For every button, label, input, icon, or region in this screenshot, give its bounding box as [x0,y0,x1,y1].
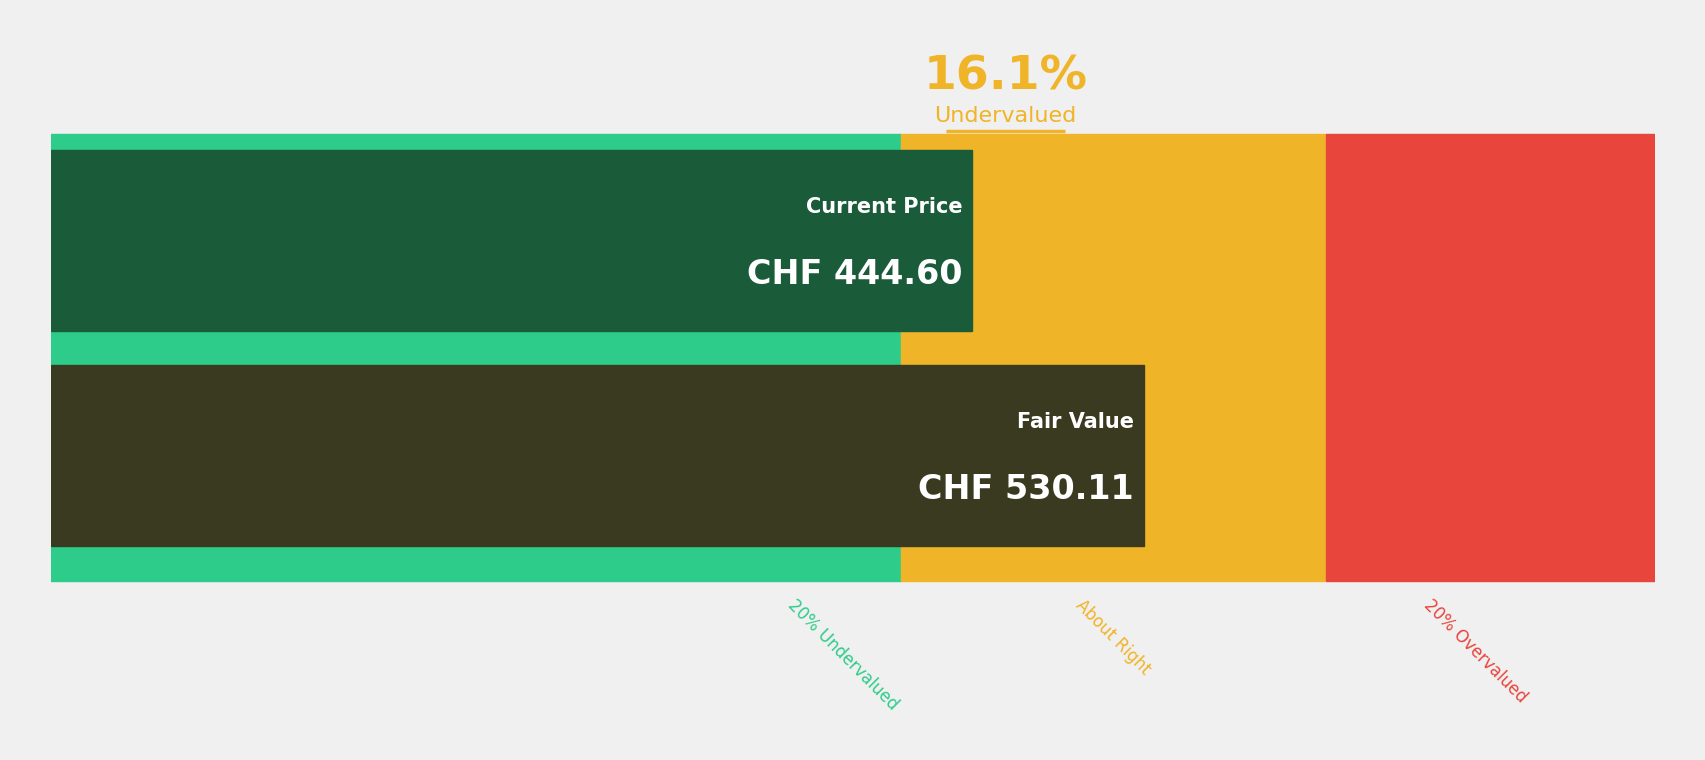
Bar [900,134,1325,581]
Text: Undervalued: Undervalued [934,106,1076,126]
Text: Fair Value: Fair Value [1016,412,1134,432]
Bar [51,150,972,331]
Text: CHF 444.60: CHF 444.60 [747,258,962,291]
Text: 20% Overvalued: 20% Overvalued [1420,597,1529,707]
Bar [51,134,900,581]
Text: CHF 530.11: CHF 530.11 [917,473,1134,506]
Text: Current Price: Current Price [805,197,962,217]
Bar [1325,134,1654,581]
Text: About Right: About Right [1071,597,1153,679]
Text: 20% Undervalued: 20% Undervalued [783,597,900,714]
Text: 16.1%: 16.1% [922,54,1086,100]
Bar [51,366,1144,546]
